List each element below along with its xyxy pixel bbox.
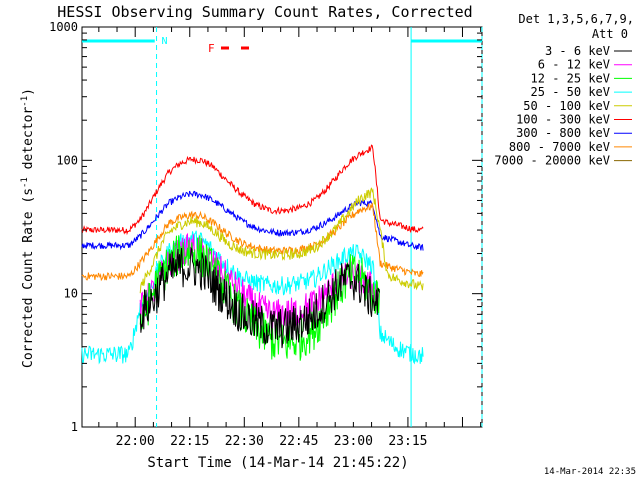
series-line-50to100keV-0: [139, 187, 424, 294]
y-axis-title-main: Corrected Count Rate (s: [21, 188, 36, 368]
ticks-layer: 1 10 100 1000 22:00 22:15 22:30 22:45 23:00 23:15: [49, 20, 482, 449]
legend-label: 100 - 300 keV: [516, 113, 610, 127]
y-axis-title: Corrected Count Rate (s-1 detector-1): [20, 88, 36, 368]
x-tick-label: 23:15: [388, 434, 427, 449]
y-axis-title-sup1: -1: [20, 177, 30, 188]
night-flag-label: N: [162, 36, 168, 47]
y-tick-label: 100: [56, 153, 78, 167]
x-tick-label: 22:15: [170, 434, 209, 449]
legend-label: 12 - 25 keV: [531, 71, 610, 85]
legend-label: 25 - 50 keV: [531, 85, 610, 99]
y-axis-title-sup2: -1: [20, 96, 30, 107]
annotation-layer: NF: [82, 27, 483, 427]
series-line-3to6keV-0: [139, 246, 380, 349]
y-tick-label: 1000: [49, 20, 78, 34]
series-line-25to50keV-0: [81, 230, 424, 366]
footer-date: 14-Mar-2014 22:35: [544, 467, 636, 477]
legend-label: 800 - 7000 keV: [509, 140, 610, 154]
series-line-300to800keV-0: [81, 190, 424, 251]
x-tick-label: 22:30: [225, 434, 264, 449]
legend-label: 50 - 100 keV: [523, 99, 610, 113]
legend-label: 3 - 6 keV: [545, 44, 610, 58]
flare-flag-label: F: [208, 42, 215, 55]
legend-label: 300 - 800 keV: [516, 126, 610, 140]
legend-label: 6 - 12 keV: [538, 58, 610, 72]
x-tick-label: 22:00: [116, 434, 155, 449]
y-axis-title-end: ): [21, 88, 36, 96]
x-axis-title: Start Time (14-Mar-14 21:45:22): [147, 455, 408, 471]
legend-label: 7000 - 20000 keV: [494, 154, 610, 168]
series-layer: [81, 144, 424, 366]
x-tick-label: 22:45: [279, 434, 318, 449]
y-axis-title-mid: detector: [21, 107, 36, 178]
legend-header-2: Att 0: [592, 27, 628, 41]
y-tick-label: 10: [64, 287, 78, 301]
series-line-100to300keV-0: [81, 144, 424, 236]
x-tick-label: 23:00: [334, 434, 373, 449]
legend-header-1: Det 1,3,5,6,7,9,: [518, 12, 634, 26]
y-tick-label: 1: [71, 420, 78, 434]
chart-title: HESSI Observing Summary Count Rates, Cor…: [57, 3, 472, 21]
series-line-800to7000keV-0: [81, 202, 424, 282]
